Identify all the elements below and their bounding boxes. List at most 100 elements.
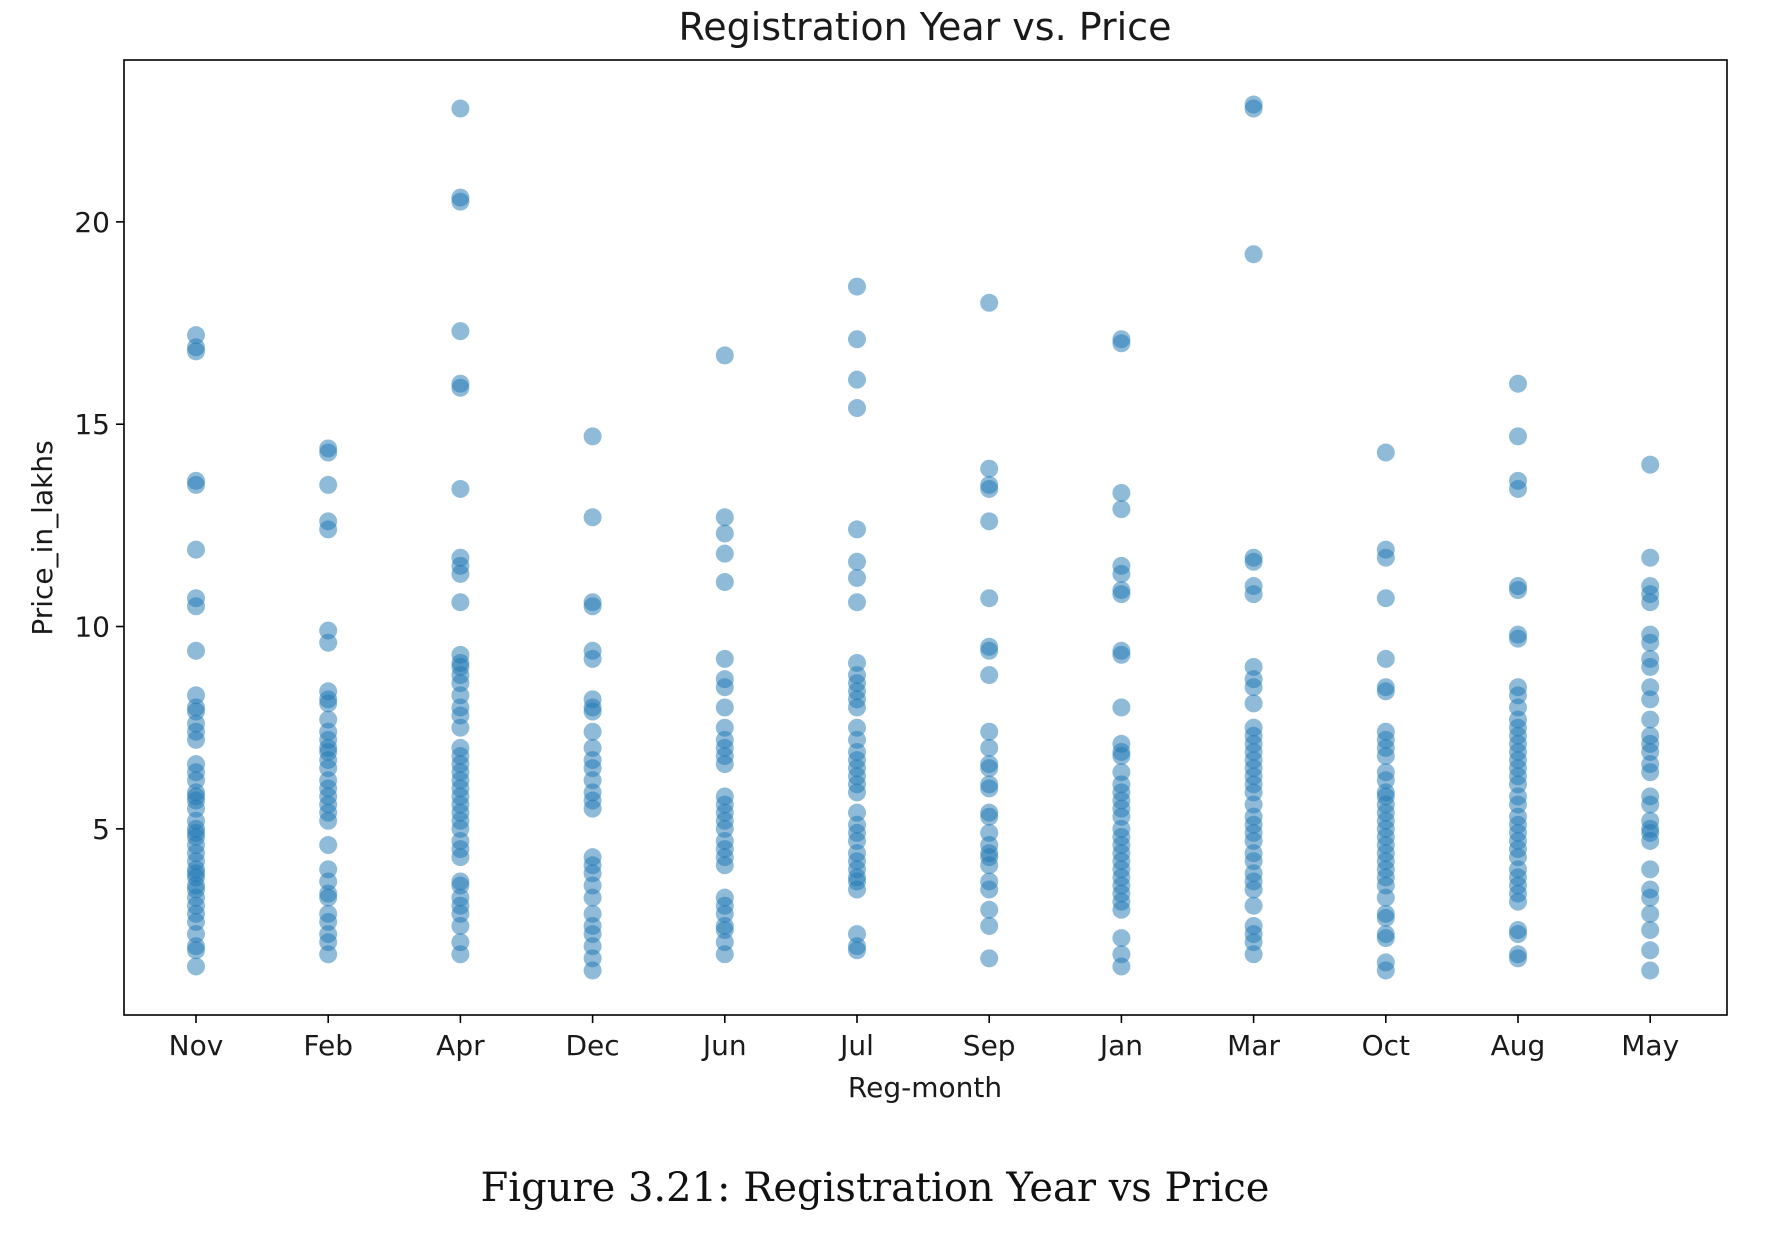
x-tick-label: Dec xyxy=(566,1029,620,1062)
data-point xyxy=(1509,629,1527,648)
data-point xyxy=(451,564,470,583)
data-point xyxy=(1641,633,1660,652)
data-point xyxy=(319,443,338,462)
y-tick-label: 15 xyxy=(74,408,110,441)
data-point xyxy=(1376,682,1395,701)
data-point xyxy=(1641,710,1660,729)
data-point xyxy=(980,459,999,478)
data-point xyxy=(848,783,866,802)
data-point xyxy=(715,678,734,697)
data-point xyxy=(848,593,866,612)
data-point xyxy=(980,293,999,312)
data-point xyxy=(980,512,999,531)
data-point xyxy=(715,544,734,563)
data-point xyxy=(583,427,602,446)
data-point xyxy=(848,880,866,899)
data-point xyxy=(848,698,866,717)
y-tick-label: 20 xyxy=(74,206,110,239)
data-point xyxy=(980,722,999,741)
data-point xyxy=(1244,945,1263,964)
data-point xyxy=(451,99,470,118)
data-point xyxy=(319,633,338,652)
x-tick-label: Nov xyxy=(169,1029,224,1062)
data-point xyxy=(1376,548,1395,567)
data-point xyxy=(1244,585,1263,604)
data-point xyxy=(715,573,734,592)
data-point xyxy=(1641,888,1660,907)
data-point xyxy=(319,475,338,494)
y-axis-label: Price_in_lakhs xyxy=(26,440,59,635)
data-point xyxy=(1112,929,1131,948)
data-point xyxy=(980,738,999,757)
data-point xyxy=(1376,888,1395,907)
data-point xyxy=(1376,747,1395,766)
data-point xyxy=(1641,795,1660,814)
y-tick-label: 5 xyxy=(92,813,110,846)
data-point xyxy=(1641,941,1660,960)
data-point xyxy=(451,479,470,498)
data-point xyxy=(187,641,205,660)
data-point xyxy=(848,568,866,587)
data-point xyxy=(1641,860,1660,879)
data-point xyxy=(980,807,999,826)
data-point xyxy=(1641,657,1660,676)
data-point xyxy=(1509,949,1527,968)
data-point xyxy=(187,941,205,960)
data-point xyxy=(1112,698,1131,717)
data-point xyxy=(715,524,734,543)
data-point xyxy=(1641,904,1660,923)
data-point xyxy=(1641,548,1660,567)
data-point xyxy=(1641,690,1660,709)
data-point xyxy=(1112,334,1131,353)
data-point xyxy=(451,718,470,737)
data-point xyxy=(451,192,470,211)
data-point xyxy=(583,597,602,616)
data-point xyxy=(980,759,999,778)
data-point xyxy=(848,277,866,296)
data-point xyxy=(1112,585,1131,604)
y-axis: 5 10 15 20 xyxy=(74,206,124,846)
data-point xyxy=(583,508,602,527)
data-point xyxy=(1244,245,1263,264)
x-tick-label: Jun xyxy=(701,1029,747,1062)
data-point xyxy=(319,520,338,539)
chart-title: Registration Year vs. Price xyxy=(679,5,1172,49)
data-point xyxy=(1376,929,1395,948)
data-point xyxy=(1244,552,1263,571)
data-point xyxy=(1244,694,1263,713)
data-point xyxy=(1376,961,1395,980)
data-point xyxy=(715,856,734,875)
data-point xyxy=(583,961,602,980)
x-tick-label: Jul xyxy=(838,1029,874,1062)
data-point xyxy=(980,779,999,798)
data-point xyxy=(1244,99,1263,118)
data-point xyxy=(848,370,866,389)
data-point xyxy=(451,322,470,341)
x-tick-label: Apr xyxy=(436,1029,485,1062)
data-point xyxy=(1112,747,1131,766)
data-point xyxy=(583,799,602,818)
data-point xyxy=(1641,593,1660,612)
data-point xyxy=(715,508,734,527)
data-point xyxy=(451,916,470,935)
x-tick-label: Jan xyxy=(1098,1029,1143,1062)
data-point xyxy=(1376,443,1395,462)
data-point xyxy=(451,848,470,867)
data-point xyxy=(583,722,602,741)
data-point xyxy=(980,856,999,875)
data-point xyxy=(187,957,205,976)
data-point xyxy=(583,888,602,907)
data-point xyxy=(1244,678,1263,697)
data-point xyxy=(1112,564,1131,583)
x-tick-label: Feb xyxy=(303,1029,353,1062)
x-tick-label: Aug xyxy=(1491,1029,1546,1062)
data-point xyxy=(319,836,338,855)
plot-area-frame xyxy=(123,59,1728,1016)
data-point xyxy=(1641,921,1660,940)
data-point xyxy=(1641,763,1660,782)
data-point xyxy=(715,346,734,365)
data-point xyxy=(1244,880,1263,899)
data-point xyxy=(1509,892,1527,911)
data-point xyxy=(187,475,205,494)
